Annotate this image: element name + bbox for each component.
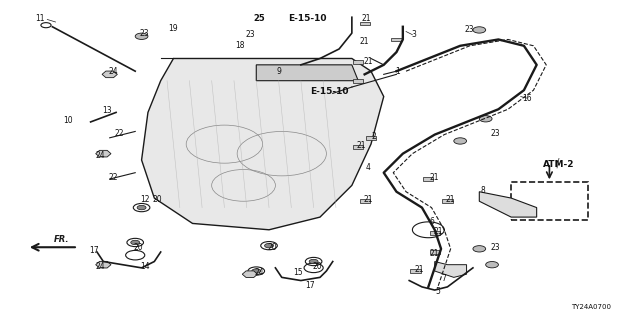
- Text: ATM-2: ATM-2: [543, 160, 575, 169]
- Circle shape: [473, 27, 486, 33]
- Polygon shape: [243, 271, 257, 277]
- Text: 20: 20: [134, 243, 143, 252]
- Polygon shape: [256, 65, 358, 81]
- Polygon shape: [435, 261, 467, 277]
- Text: 20: 20: [312, 262, 322, 271]
- Text: 10: 10: [63, 116, 73, 125]
- Text: 17: 17: [306, 281, 316, 290]
- Circle shape: [264, 244, 273, 248]
- Bar: [366, 136, 376, 140]
- Text: 24: 24: [95, 151, 105, 160]
- Bar: [353, 79, 364, 83]
- Bar: [353, 145, 364, 149]
- Text: TY24A0700: TY24A0700: [571, 304, 611, 309]
- Text: 21: 21: [430, 173, 440, 182]
- Polygon shape: [96, 150, 111, 157]
- Text: 23: 23: [465, 25, 474, 35]
- Bar: [442, 199, 452, 203]
- Circle shape: [131, 240, 140, 245]
- Circle shape: [137, 205, 146, 210]
- Text: E-15-10: E-15-10: [310, 87, 349, 96]
- Bar: [360, 22, 370, 26]
- Bar: [429, 231, 440, 235]
- Text: 5: 5: [435, 287, 440, 296]
- Text: 17: 17: [89, 246, 99, 255]
- Text: 22: 22: [108, 173, 118, 182]
- Text: 24: 24: [255, 268, 264, 277]
- Bar: [511, 182, 588, 220]
- Text: 20: 20: [268, 243, 277, 252]
- Text: 9: 9: [276, 67, 281, 76]
- Text: 6: 6: [429, 217, 434, 226]
- Text: 2: 2: [372, 132, 376, 141]
- Text: 25: 25: [253, 14, 266, 23]
- Text: 11: 11: [35, 14, 44, 23]
- Text: 21: 21: [360, 36, 369, 45]
- Text: 21: 21: [363, 57, 372, 66]
- Text: 7: 7: [442, 275, 447, 284]
- Text: 3: 3: [412, 30, 417, 39]
- Text: 12: 12: [140, 195, 150, 204]
- Circle shape: [135, 33, 148, 39]
- Circle shape: [486, 261, 499, 268]
- Text: 15: 15: [293, 268, 303, 277]
- Text: 21: 21: [433, 227, 443, 236]
- Circle shape: [309, 259, 318, 264]
- Text: 1: 1: [396, 67, 400, 76]
- Text: 13: 13: [102, 106, 111, 115]
- Text: 23: 23: [490, 243, 500, 252]
- Text: 22: 22: [115, 129, 124, 138]
- Text: E-15-10: E-15-10: [288, 14, 326, 23]
- Text: 24: 24: [95, 262, 105, 271]
- Text: 24: 24: [108, 67, 118, 76]
- Text: 20: 20: [153, 195, 163, 204]
- Text: 21: 21: [361, 14, 371, 23]
- Polygon shape: [96, 261, 111, 268]
- Text: 21: 21: [414, 265, 424, 274]
- Polygon shape: [102, 71, 117, 78]
- Circle shape: [454, 138, 467, 144]
- Text: 21: 21: [363, 195, 372, 204]
- Text: 21: 21: [446, 195, 456, 204]
- Text: 23: 23: [245, 30, 255, 39]
- Bar: [392, 37, 401, 41]
- Bar: [429, 250, 440, 254]
- Text: FR.: FR.: [54, 235, 70, 244]
- Text: 23: 23: [140, 28, 150, 38]
- Text: 19: 19: [168, 24, 179, 33]
- Polygon shape: [479, 192, 537, 217]
- Text: 14: 14: [140, 262, 150, 271]
- Bar: [423, 177, 433, 181]
- Text: 23: 23: [490, 129, 500, 138]
- Polygon shape: [141, 59, 384, 230]
- Bar: [410, 269, 420, 273]
- Circle shape: [252, 269, 260, 273]
- Text: 8: 8: [480, 186, 485, 195]
- Text: 21: 21: [430, 249, 440, 258]
- Text: 4: 4: [365, 164, 370, 172]
- Bar: [360, 199, 370, 203]
- Circle shape: [479, 116, 492, 122]
- Text: 18: 18: [236, 41, 245, 50]
- Bar: [353, 60, 364, 64]
- Text: 16: 16: [522, 94, 532, 103]
- Text: 21: 21: [356, 141, 366, 150]
- Circle shape: [473, 246, 486, 252]
